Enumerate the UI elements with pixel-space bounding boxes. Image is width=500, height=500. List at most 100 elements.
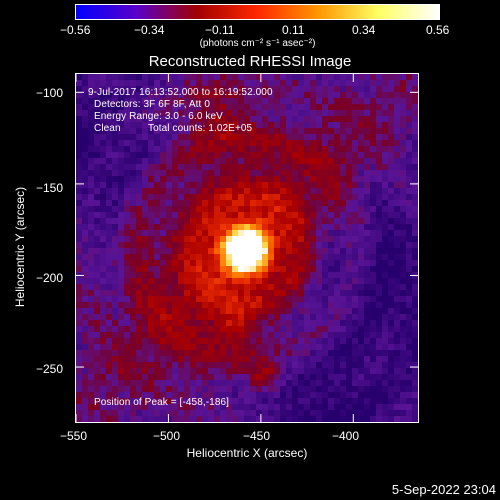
- heatmap-cell: [256, 164, 263, 171]
- heatmap-cell: [280, 278, 287, 285]
- heatmap-cell: [298, 314, 305, 321]
- heatmap-cell: [382, 296, 389, 303]
- heatmap-cell: [298, 194, 305, 201]
- heatmap-cell: [148, 218, 155, 225]
- heatmap-cell: [358, 410, 365, 417]
- heatmap-cell: [94, 398, 101, 405]
- heatmap-cell: [250, 146, 257, 153]
- heatmap-cell: [244, 224, 251, 231]
- heatmap-cell: [106, 392, 113, 399]
- heatmap-cell: [196, 122, 203, 129]
- heatmap-cell: [202, 368, 209, 375]
- heatmap-cell: [244, 248, 251, 255]
- heatmap-cell: [262, 308, 269, 315]
- heatmap-cell: [358, 386, 365, 393]
- heatmap-cell: [256, 206, 263, 213]
- heatmap-cell: [190, 350, 197, 357]
- heatmap-cell: [220, 356, 227, 363]
- heatmap-cell: [334, 278, 341, 285]
- heatmap-cell: [148, 80, 155, 87]
- heatmap-cell: [382, 368, 389, 375]
- heatmap-cell: [202, 224, 209, 231]
- heatmap-cell: [388, 104, 395, 111]
- heatmap-cell: [412, 134, 418, 141]
- heatmap-cell: [136, 386, 143, 393]
- heatmap-cell: [412, 284, 418, 291]
- heatmap-cell: [358, 404, 365, 411]
- heatmap-cell: [196, 302, 203, 309]
- heatmap-cell: [382, 188, 389, 195]
- heatmap-cell: [112, 296, 119, 303]
- heatmap-cell: [304, 104, 311, 111]
- heatmap-cell: [238, 152, 245, 159]
- heatmap-cell: [334, 92, 341, 99]
- heatmap-cell: [280, 416, 287, 422]
- heatmap-cell: [154, 332, 161, 339]
- heatmap-cell: [244, 134, 251, 141]
- heatmap-cell: [304, 362, 311, 369]
- heatmap-cell: [136, 410, 143, 417]
- heatmap-cell: [256, 326, 263, 333]
- heatmap-cell: [286, 410, 293, 417]
- heatmap-cell: [274, 290, 281, 297]
- heatmap-cell: [364, 350, 371, 357]
- heatmap-cell: [412, 410, 418, 417]
- heatmap-cell: [238, 368, 245, 375]
- heatmap-cell: [94, 140, 101, 147]
- heatmap-cell: [244, 260, 251, 267]
- heatmap-cell: [112, 200, 119, 207]
- heatmap-cell: [280, 194, 287, 201]
- heatmap-cell: [298, 146, 305, 153]
- heatmap-cell: [88, 392, 95, 399]
- heatmap-cell: [244, 200, 251, 207]
- heatmap-cell: [214, 104, 221, 111]
- heatmap-cell: [250, 410, 257, 417]
- heatmap-cell: [394, 224, 401, 231]
- heatmap-cell: [412, 302, 418, 309]
- heatmap-cell: [262, 158, 269, 165]
- heatmap-cell: [118, 212, 125, 219]
- heatmap-cell: [154, 302, 161, 309]
- heatmap-cell: [220, 182, 227, 189]
- heatmap-cell: [406, 392, 413, 399]
- heatmap-cell: [202, 218, 209, 225]
- heatmap-cell: [214, 182, 221, 189]
- heatmap-cell: [208, 230, 215, 237]
- heatmap-cell: [262, 416, 269, 422]
- heatmap-cell: [370, 200, 377, 207]
- heatmap-cell: [340, 152, 347, 159]
- heatmap-cell: [256, 200, 263, 207]
- heatmap-cell: [178, 224, 185, 231]
- heatmap-cell: [292, 362, 299, 369]
- heatmap-cell: [166, 332, 173, 339]
- heatmap-cell: [388, 122, 395, 129]
- heatmap-cell: [238, 278, 245, 285]
- heatmap-cell: [148, 362, 155, 369]
- heatmap-cell: [184, 80, 191, 87]
- heatmap-cell: [226, 86, 233, 93]
- heatmap-cell: [178, 416, 185, 422]
- heatmap-cell: [298, 74, 305, 81]
- heatmap-cell: [184, 170, 191, 177]
- heatmap-cell: [262, 116, 269, 123]
- heatmap-cell: [268, 116, 275, 123]
- heatmap-cell: [406, 410, 413, 417]
- heatmap-cell: [76, 236, 83, 243]
- heatmap-cell: [286, 314, 293, 321]
- heatmap-cell: [220, 374, 227, 381]
- heatmap-cell: [340, 98, 347, 105]
- heatmap-cell: [124, 350, 131, 357]
- heatmap-cell: [130, 224, 137, 231]
- heatmap-cell: [94, 122, 101, 129]
- heatmap-cell: [166, 242, 173, 249]
- heatmap-cell: [406, 278, 413, 285]
- heatmap-cell: [130, 218, 137, 225]
- heatmap-cell: [130, 314, 137, 321]
- heatmap-cell: [298, 176, 305, 183]
- heatmap-cell: [334, 182, 341, 189]
- heatmap-cell: [364, 284, 371, 291]
- heatmap-cell: [136, 278, 143, 285]
- heatmap-cell: [172, 98, 179, 105]
- heatmap-cell: [412, 80, 418, 87]
- heatmap-cell: [160, 92, 167, 99]
